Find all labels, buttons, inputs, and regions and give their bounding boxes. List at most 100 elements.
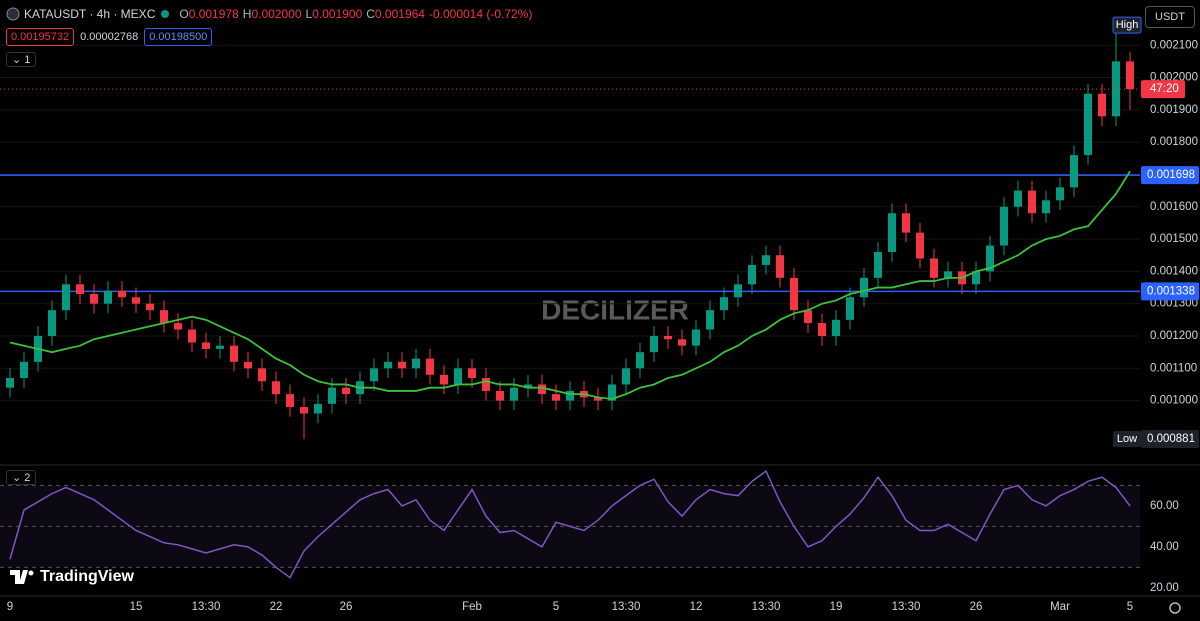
ohlc-value: 0.001900: [312, 7, 363, 21]
x-tick-label: 26: [970, 601, 983, 613]
candle-body: [328, 387, 336, 404]
candle-body: [846, 297, 854, 320]
ohlc-key: C: [366, 7, 375, 21]
candle-body: [776, 255, 784, 278]
candle-body: [916, 232, 924, 259]
level-label-box: [1141, 166, 1199, 185]
pane-label[interactable]: ⌄ 2: [6, 470, 37, 485]
x-tick-label: Mar: [1050, 601, 1070, 613]
candle-body: [188, 329, 196, 343]
x-tick-label: 22: [270, 601, 283, 613]
candle-body: [20, 361, 28, 378]
candle-body: [342, 387, 350, 395]
last-price-box: [1141, 80, 1185, 99]
y-tick-label: 0.001500: [1150, 233, 1198, 245]
x-tick-label: 13:30: [752, 601, 781, 613]
y-tick-label: 0.001400: [1150, 265, 1198, 277]
ask[interactable]: 0.00198500: [144, 28, 213, 46]
x-tick-label: 26: [340, 601, 353, 613]
candle-body: [398, 361, 406, 369]
y-tick-label: 0.001300: [1150, 298, 1198, 310]
candle-body: [860, 277, 868, 298]
candle-body: [888, 213, 896, 252]
candle-body: [440, 374, 448, 385]
currency-button[interactable]: USDT: [1145, 6, 1195, 28]
x-tick-label: Feb: [462, 601, 482, 613]
symbol[interactable]: KATAUSDT · 4h · MEXC: [24, 7, 156, 21]
bid[interactable]: 0.00195732: [6, 28, 75, 46]
ohlc-value: 0.002000: [251, 7, 302, 21]
y-tick-label: 0.001200: [1150, 330, 1198, 342]
ohlc: O0.001978 H0.002000 L0.001900 C0.001964: [175, 7, 425, 21]
candle-body: [272, 381, 280, 395]
candle-body: [1014, 190, 1022, 207]
candle-body: [412, 358, 420, 369]
candle-body: [76, 284, 84, 294]
candle-body: [6, 378, 14, 388]
candle-body: [650, 336, 658, 353]
status-dot: [161, 10, 170, 18]
candle-body: [678, 339, 686, 346]
y-tick-label: 40.00: [1150, 541, 1179, 553]
candle-body: [174, 323, 182, 330]
level-label: 0.001338: [1147, 285, 1195, 297]
y-tick-label: 0.001800: [1150, 136, 1198, 148]
candle-body: [636, 352, 644, 369]
candle-body: [300, 407, 308, 414]
candle-body: [216, 345, 224, 349]
candle-body: [468, 368, 476, 378]
candle-body: [1070, 155, 1078, 188]
candle-body: [818, 323, 826, 336]
candle-body: [1028, 190, 1036, 214]
pane-label[interactable]: ⌄ 1: [6, 52, 37, 67]
candle-body: [1042, 200, 1050, 214]
watermark: DECILIZER: [541, 294, 689, 325]
candle-body: [790, 277, 798, 311]
x-tick-label: 12: [690, 601, 703, 613]
candle-body: [1056, 187, 1064, 201]
candle-body: [426, 358, 434, 375]
candle-body: [692, 329, 700, 346]
candle-body: [314, 403, 322, 414]
candle-body: [160, 310, 168, 324]
candle-body: [370, 368, 378, 382]
candle-body: [496, 390, 504, 401]
x-tick-label: 15: [130, 601, 143, 613]
low-value-box: [1141, 430, 1199, 449]
candle-body: [146, 303, 154, 311]
candle-body: [62, 284, 70, 311]
logo-mark: [10, 570, 34, 584]
candle-body: [90, 294, 98, 304]
ohlc-key: O: [179, 7, 189, 21]
y-tick-label: 60.00: [1150, 500, 1179, 512]
candle-body: [104, 290, 112, 304]
symbol-header: KATAUSDT · 4h · MEXC O0.001978 H0.002000 L…: [6, 7, 532, 21]
candle-body: [594, 397, 602, 401]
settings-icon[interactable]: [1169, 602, 1181, 614]
candle-body: [762, 255, 770, 265]
y-tick-label: 0.001000: [1150, 395, 1198, 407]
candle-body: [202, 342, 210, 349]
order-row: 0.00195732 0.00002768 0.00198500: [6, 28, 213, 46]
pane-number: 1: [24, 54, 31, 66]
spread: 0.00002768: [80, 31, 139, 43]
x-tick-label: 13:30: [612, 601, 641, 613]
candle-body: [608, 384, 616, 401]
x-tick-label: 5: [553, 601, 559, 613]
high-box: [1112, 16, 1142, 34]
ohlc-key: L: [305, 7, 313, 21]
y-tick-label: 0.002100: [1150, 39, 1198, 51]
candle-body: [566, 390, 574, 401]
candle-body: [664, 336, 672, 340]
candle-body: [132, 297, 140, 304]
candle-body: [972, 271, 980, 285]
x-tick-label: 5: [1127, 601, 1133, 613]
low-box: [1113, 431, 1141, 448]
candle-body: [244, 361, 252, 369]
ohlc-value: 0.001964: [374, 7, 425, 21]
high-label: High: [1116, 19, 1139, 31]
candle-body: [1098, 93, 1106, 117]
ohlc-value: 0.001978: [188, 7, 239, 21]
